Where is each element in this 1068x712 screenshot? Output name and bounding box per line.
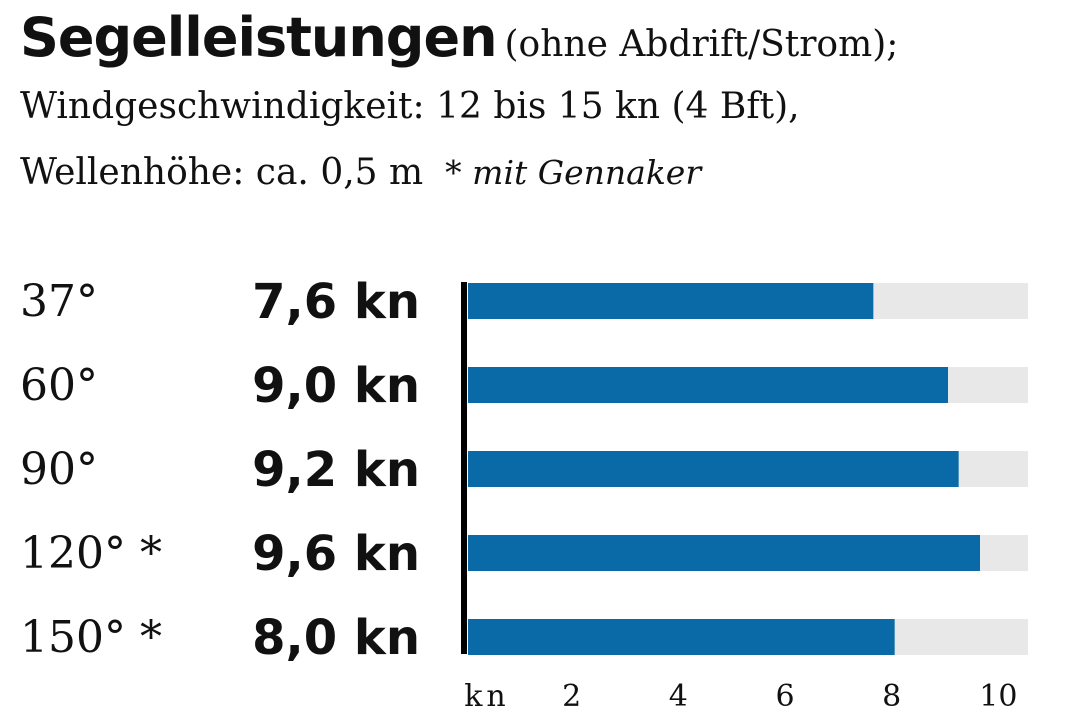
- bar: [468, 367, 948, 403]
- bar: [468, 535, 980, 571]
- x-tick-label: 4: [669, 679, 688, 712]
- bar: [468, 619, 895, 655]
- x-axis-ticks: kn 2 4 6 8 10: [464, 679, 1017, 712]
- chart-title: Segelleistungen: [20, 6, 498, 69]
- bar: [468, 283, 874, 319]
- x-tick-label: 2: [562, 679, 581, 712]
- condition-text-3: Wellenhöhe: ca. 0,5 m: [20, 152, 424, 193]
- value-label: 9,6 kn: [252, 526, 420, 582]
- x-tick-label: 6: [775, 679, 794, 712]
- gennaker-note: * mit Gennaker: [445, 153, 702, 192]
- angle-label: 60°: [20, 360, 98, 411]
- condition-text-1: (ohne Abdrift/Strom);: [504, 24, 899, 65]
- bar: [468, 451, 959, 487]
- condition-text-2: Windgeschwindigkeit: 12 bis 15 kn (4 Bft…: [20, 86, 800, 127]
- angle-label: 37°: [20, 276, 98, 327]
- title-line: Segelleistungen (ohne Abdrift/Strom);: [20, 6, 898, 69]
- value-label: 9,0 kn: [252, 358, 420, 414]
- x-tick-label: 8: [882, 679, 901, 712]
- x-axis-unit-label: kn: [464, 679, 510, 712]
- condition-line-3: Wellenhöhe: ca. 0,5 m * mit Gennaker: [20, 152, 701, 193]
- chart-rows: 37° 7,6 kn 60° 9,0 kn 90° 9,2 kn 120° * 9,6 kn 1…: [20, 274, 1028, 666]
- angle-label: 120° *: [20, 528, 162, 579]
- angle-label: 150° *: [20, 612, 162, 663]
- x-tick-label: 10: [979, 679, 1017, 712]
- value-label: 8,0 kn: [252, 610, 420, 666]
- value-label: 7,6 kn: [252, 274, 420, 330]
- value-label: 9,2 kn: [252, 442, 420, 498]
- angle-label: 90°: [20, 444, 98, 495]
